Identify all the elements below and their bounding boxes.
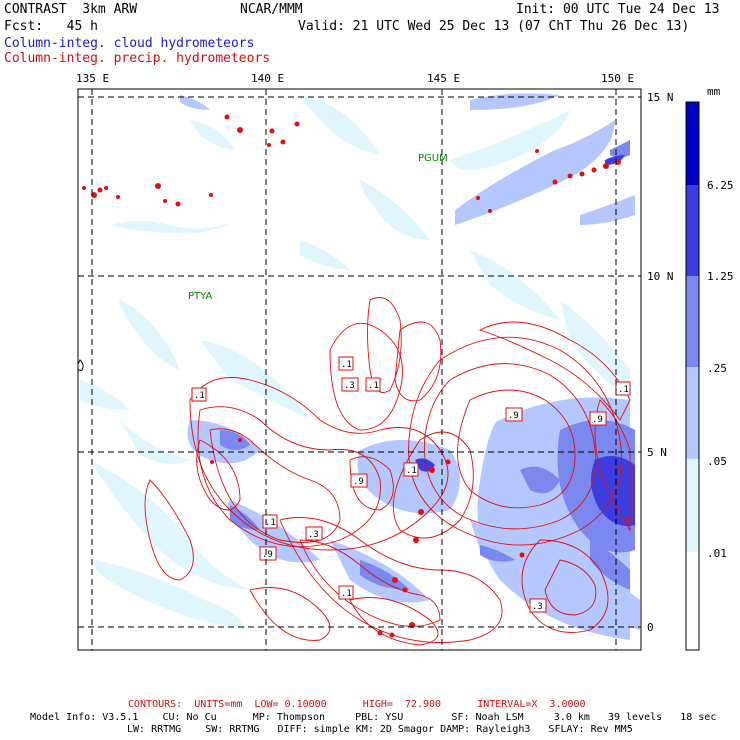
legend-swatch-0-25	[686, 276, 699, 367]
contour-label-box	[350, 473, 368, 488]
legend-unit: mm	[707, 85, 721, 98]
contour-label-box	[341, 377, 359, 392]
island-outline	[78, 359, 84, 371]
header-model-title: CONTRAST 3km ARW	[4, 2, 138, 17]
contour-label-box	[505, 407, 523, 422]
contour-label: .3	[344, 381, 355, 391]
contour-label: .1	[265, 518, 276, 528]
lon-label-145: 145 E	[427, 72, 461, 85]
precip-dots	[82, 114, 630, 638]
contour-label-box	[338, 356, 354, 371]
lon-label-140: 140 E	[251, 72, 285, 85]
contour-label-box	[191, 387, 207, 402]
contour-label: .1	[618, 385, 629, 395]
contour-label-box	[305, 526, 323, 541]
map-frame	[77, 88, 642, 651]
station-label-pgum: PGUM	[418, 153, 448, 164]
legend-label-0-01: .01	[707, 547, 727, 560]
contour-label-box	[529, 598, 547, 613]
contour-label: .1	[341, 360, 352, 370]
contour-label: .9	[508, 411, 519, 421]
contour-label: .9	[353, 477, 364, 487]
legend-swatch-blank	[686, 552, 699, 650]
contour-label: .1	[194, 391, 205, 401]
lon-label-135: 135 E	[76, 72, 110, 85]
contour-label-box	[615, 381, 631, 396]
footer-contour-info: CONTOURS: UNITS=mm LOW= 0.10000 HIGH= 72…	[128, 699, 586, 710]
header-field-precip: Column-integ. precip. hydrometeors	[4, 51, 271, 66]
contour-label: .3	[532, 602, 543, 612]
contour-label-box	[365, 377, 381, 392]
contour-label-box	[403, 462, 419, 477]
contour-value-boxes	[191, 356, 631, 613]
header-institution: NCAR/MMM	[240, 2, 303, 17]
lon-label-150: 150 E	[601, 72, 635, 85]
legend-label-6-25: 6.25	[707, 179, 734, 192]
hydrometeor-field: .1 .3 .1 .1 .1 .9 .9 .1 .9 .1 .3 .9 .1 .…	[78, 93, 640, 646]
contour-label: .9	[592, 415, 603, 425]
legend-swatch-0-05	[686, 367, 699, 459]
contour-label: .1	[406, 466, 417, 476]
header-forecast-hour: Fcst: 45 h	[4, 19, 98, 34]
header-field-cloud: Column-integ. cloud hydrometeors	[4, 36, 255, 51]
contour-label: .1	[341, 589, 352, 599]
contour-label: .1	[368, 381, 379, 391]
lat-label-0: 0	[647, 621, 654, 634]
legend-swatch-6-25	[686, 102, 699, 185]
legend-frame	[685, 101, 700, 651]
contour-label-box	[338, 585, 354, 600]
contour-label-box	[589, 411, 607, 426]
contour-label: .3	[308, 530, 319, 540]
lat-label-15n: 15 N	[647, 91, 674, 104]
color-legend	[685, 101, 700, 651]
lat-label-5n: 5 N	[647, 446, 667, 459]
lat-lon-grid	[78, 89, 641, 650]
cloud-shading-heavy	[415, 155, 635, 526]
station-label-ptya: PTYA	[188, 291, 212, 302]
legend-label-0-05: .05	[707, 455, 727, 468]
legend-swatch-0-01	[686, 459, 699, 552]
cloud-shading-light	[80, 95, 630, 630]
lat-label-10n: 10 N	[647, 270, 674, 283]
contour-label: .9	[262, 550, 273, 560]
header-init-time: Init: 00 UTC Tue 24 Dec 13	[516, 2, 720, 17]
footer-model-physics: LW: RRTMG SW: RRTMG DIFF: simple KM: 2D …	[127, 724, 633, 735]
legend-swatch-1-25	[686, 185, 699, 276]
legend-label-0-25: .25	[707, 362, 727, 375]
header-valid-time: Valid: 21 UTC Wed 25 Dec 13 (07 ChT Thu …	[298, 19, 690, 34]
footer-model-info: Model Info: V3.5.1 CU: No Cu MP: Thompso…	[30, 712, 717, 723]
contour-label-box	[259, 546, 277, 561]
legend-label-1-25: 1.25	[707, 270, 734, 283]
